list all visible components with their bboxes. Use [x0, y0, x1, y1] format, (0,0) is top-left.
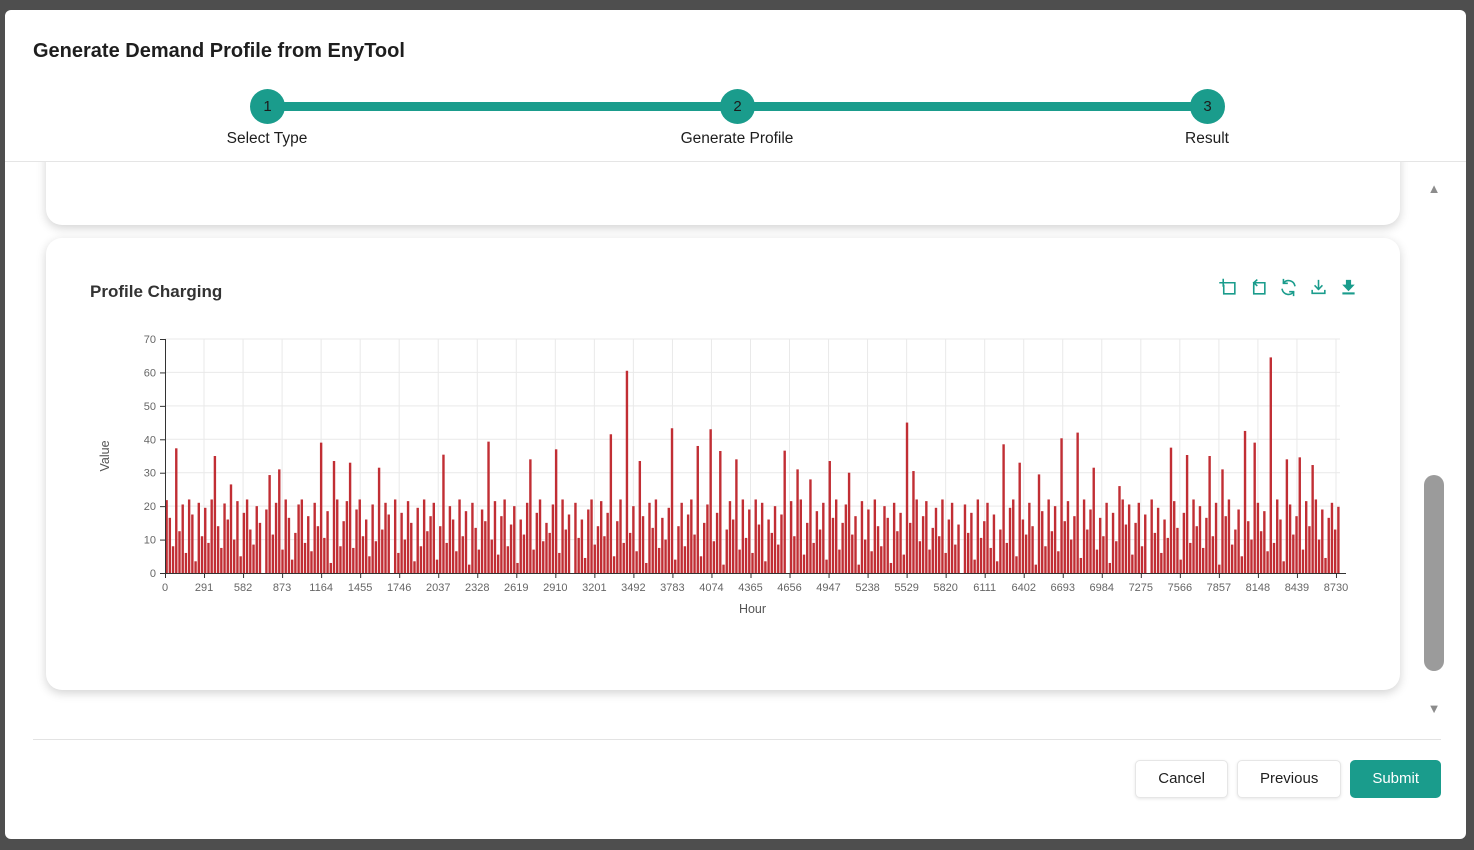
- step-1-label: Select Type: [226, 130, 308, 147]
- svg-text:2910: 2910: [543, 582, 567, 594]
- generate-demand-profile-dialog: Generate Demand Profile from EnyTool 1 2…: [5, 10, 1466, 839]
- scroll-down-icon[interactable]: ▼: [1427, 701, 1441, 716]
- wizard-stepper: 1 2 3 Select Type Generate Profile Resul…: [5, 69, 1466, 161]
- svg-text:4074: 4074: [699, 582, 723, 594]
- svg-text:6984: 6984: [1090, 582, 1114, 594]
- vertical-scrollbar[interactable]: ▲ ▼: [1422, 178, 1446, 717]
- header-divider: [5, 161, 1466, 162]
- svg-text:40: 40: [144, 434, 156, 446]
- step-3-label: Result: [1185, 130, 1229, 147]
- svg-text:0: 0: [162, 582, 168, 594]
- submit-button[interactable]: Submit: [1350, 759, 1441, 798]
- dialog-title: Generate Demand Profile from EnyTool: [33, 40, 405, 62]
- svg-text:1455: 1455: [348, 582, 372, 594]
- step-2-circle[interactable]: 2: [720, 89, 755, 124]
- step-3-circle[interactable]: 3: [1190, 89, 1225, 124]
- svg-text:3201: 3201: [582, 582, 606, 594]
- svg-text:6111: 6111: [973, 582, 996, 594]
- chart-toolbar: [1219, 278, 1358, 297]
- svg-text:0: 0: [150, 568, 156, 580]
- previous-button[interactable]: Previous: [1236, 759, 1342, 798]
- cancel-button[interactable]: Cancel: [1135, 759, 1228, 798]
- svg-text:8439: 8439: [1285, 582, 1309, 594]
- svg-text:8148: 8148: [1246, 582, 1270, 594]
- dialog-footer: Cancel Previous Submit: [33, 739, 1441, 839]
- previous-section-card-partial: [46, 162, 1400, 225]
- export-image-icon[interactable]: [1339, 278, 1358, 297]
- svg-text:10: 10: [144, 535, 156, 547]
- svg-text:70: 70: [144, 334, 156, 346]
- svg-text:4365: 4365: [738, 582, 762, 594]
- zoom-select-icon[interactable]: [1219, 278, 1238, 297]
- svg-text:582: 582: [234, 582, 252, 594]
- svg-text:Hour: Hour: [739, 602, 766, 616]
- svg-text:5529: 5529: [894, 582, 918, 594]
- svg-text:3492: 3492: [621, 582, 645, 594]
- svg-text:5238: 5238: [855, 582, 879, 594]
- svg-text:2619: 2619: [504, 582, 528, 594]
- scrollbar-thumb[interactable]: [1424, 475, 1444, 671]
- svg-text:1746: 1746: [387, 582, 411, 594]
- svg-text:8730: 8730: [1324, 582, 1348, 594]
- svg-text:6693: 6693: [1051, 582, 1075, 594]
- step-1-circle[interactable]: 1: [250, 89, 285, 124]
- svg-text:5820: 5820: [933, 582, 957, 594]
- svg-text:873: 873: [273, 582, 291, 594]
- svg-text:3783: 3783: [660, 582, 684, 594]
- svg-text:60: 60: [144, 367, 156, 379]
- profile-charging-chart[interactable]: 0 10 20 30 40 50 60 70 0 291 582 873 1164 1455 1746 203…: [46, 333, 1400, 633]
- svg-text:7857: 7857: [1207, 582, 1231, 594]
- svg-text:291: 291: [195, 582, 213, 594]
- svg-text:2328: 2328: [465, 582, 489, 594]
- svg-text:4656: 4656: [777, 582, 801, 594]
- svg-text:Value: Value: [98, 440, 112, 471]
- svg-text:20: 20: [144, 501, 156, 513]
- svg-text:6402: 6402: [1011, 582, 1035, 594]
- svg-text:50: 50: [144, 401, 156, 413]
- dialog-scroll-area: Profile Charging: [5, 162, 1466, 739]
- chart-title: Profile Charging: [90, 282, 223, 301]
- restore-icon[interactable]: [1279, 278, 1298, 297]
- svg-text:7566: 7566: [1168, 582, 1192, 594]
- profile-charging-card: Profile Charging: [46, 238, 1400, 690]
- download-icon[interactable]: [1309, 278, 1328, 297]
- svg-text:1164: 1164: [309, 582, 333, 594]
- svg-text:4947: 4947: [816, 582, 840, 594]
- svg-text:2037: 2037: [426, 582, 450, 594]
- zoom-back-icon[interactable]: [1249, 278, 1268, 297]
- svg-text:7275: 7275: [1129, 582, 1153, 594]
- scroll-up-icon[interactable]: ▲: [1427, 181, 1441, 196]
- svg-text:30: 30: [144, 468, 156, 480]
- step-2-label: Generate Profile: [680, 130, 794, 147]
